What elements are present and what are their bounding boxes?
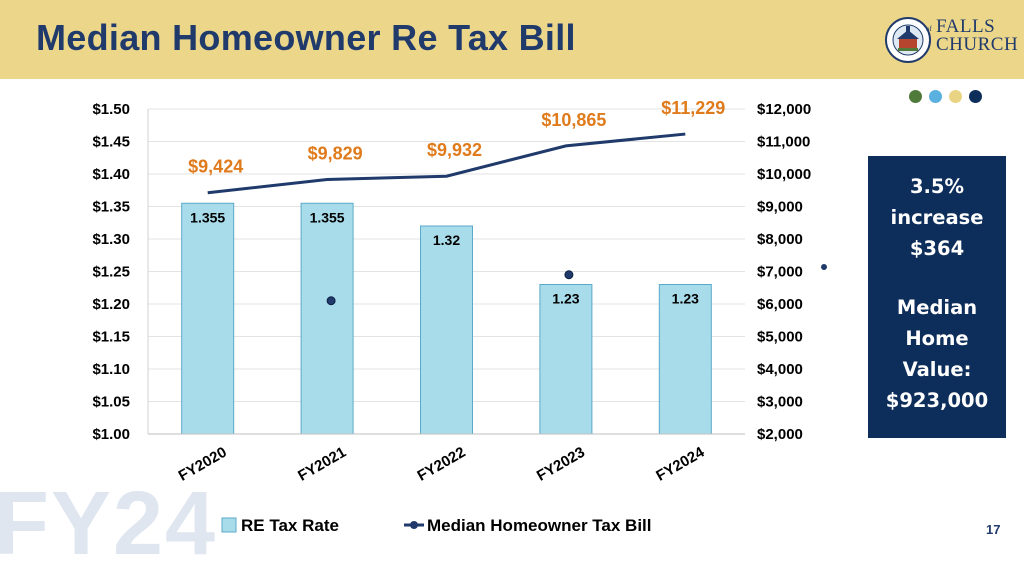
page-number: 17: [986, 522, 1001, 537]
bar-fy2023: [539, 284, 593, 435]
x-category-label: FY2020: [176, 444, 230, 485]
y-left-tick-label: $1.05: [92, 394, 130, 411]
legend-line-label: Median Homeowner Tax Bill: [427, 516, 652, 535]
bar-value-label: 1.23: [552, 291, 579, 307]
legend-bar-label: RE Tax Rate: [241, 516, 339, 535]
dot-gold: [949, 90, 962, 103]
bar-fy2020: [181, 202, 235, 435]
y-right-tick-label: $6,000: [757, 296, 803, 313]
y-left-tick-label: $1.15: [92, 329, 130, 346]
callout-box: 3.5% increase $364 Median Home Value: $9…: [868, 156, 1006, 438]
line-value-label: $10,865: [541, 110, 606, 130]
dot-navy: [969, 90, 982, 103]
logo-line1: FALLS: [936, 16, 996, 37]
city-seal-icon: [885, 17, 931, 63]
bar-fy2021: [300, 202, 354, 435]
y-right-tick-label: $3,000: [757, 394, 803, 411]
logo-line2: CHURCH: [936, 34, 1019, 55]
x-category-label: FY2023: [534, 444, 588, 485]
bar-value-label: 1.355: [190, 209, 225, 225]
y-left-tick-label: $1.50: [92, 101, 130, 118]
y-left-tick-label: $1.45: [92, 134, 130, 151]
y-right-tick-label: $10,000: [757, 166, 811, 183]
tax-bill-line: [207, 132, 686, 195]
callout-increase: increase: [890, 206, 984, 229]
y-right-tick-label: $2,000: [757, 426, 803, 443]
y-right-tick-label: $11,000: [757, 134, 810, 151]
y-left-tick-label: $1.40: [92, 166, 130, 183]
y-left-tick-label: $1.00: [92, 426, 130, 443]
callout-percent: 3.5%: [909, 175, 965, 198]
bar-value-label: 1.355: [310, 209, 345, 225]
y-left-tick-label: $1.10: [92, 361, 130, 378]
callout-amount: $364: [909, 237, 965, 260]
y-left-tick-label: $1.35: [92, 199, 130, 216]
bar-fy2024: [658, 284, 712, 435]
city-logo: of FALLS CHURCH: [884, 16, 1018, 66]
legend-line-marker: [410, 521, 418, 529]
bar-value-label: 1.23: [672, 291, 699, 307]
y-right-tick-label: $8,000: [757, 231, 803, 248]
page-title: Median Homeowner Re Tax Bill: [36, 17, 576, 58]
stray-marker: [564, 270, 574, 280]
decorative-dots: [909, 90, 989, 104]
line-value-label: $11,229: [661, 98, 725, 118]
line-value-label: $9,424: [188, 157, 243, 177]
y-left-tick-label: $1.20: [92, 296, 130, 313]
header-band: [0, 0, 1024, 79]
line-value-label: $9,829: [308, 144, 363, 164]
legend-bar-swatch: [221, 517, 237, 533]
tax-chart: 1.355 1.355 1.32 1.23 1.23 $9,424 $9,829 $9,93…: [92, 98, 827, 535]
callout-median: Median: [896, 296, 978, 319]
dot-green: [909, 90, 922, 103]
line-value-label: $9,932: [427, 140, 482, 160]
y-right-tick-label: $5,000: [757, 329, 803, 346]
x-category-label: FY2024: [653, 443, 708, 484]
stray-marker: [326, 296, 336, 306]
y-right-tick-label: $7,000: [757, 264, 803, 281]
logo-of: of: [926, 25, 932, 33]
y-right-tick-label: $9,000: [757, 199, 803, 216]
y-left-tick-label: $1.30: [92, 231, 130, 248]
callout-value-label: Value:: [902, 358, 972, 381]
callout-home: Home: [905, 327, 969, 350]
x-category-label: FY2021: [295, 444, 349, 485]
y-right-tick-label: $12,000: [757, 101, 811, 118]
callout-value: $923,000: [885, 389, 989, 412]
y-left-tick-label: $1.25: [92, 264, 130, 281]
dot-blue: [929, 90, 942, 103]
bar-value-label: 1.32: [433, 232, 460, 248]
stray-marker: [821, 264, 827, 270]
y-right-tick-label: $4,000: [757, 361, 803, 378]
x-category-label: FY2022: [414, 444, 468, 485]
bar-fy2022: [420, 225, 473, 435]
